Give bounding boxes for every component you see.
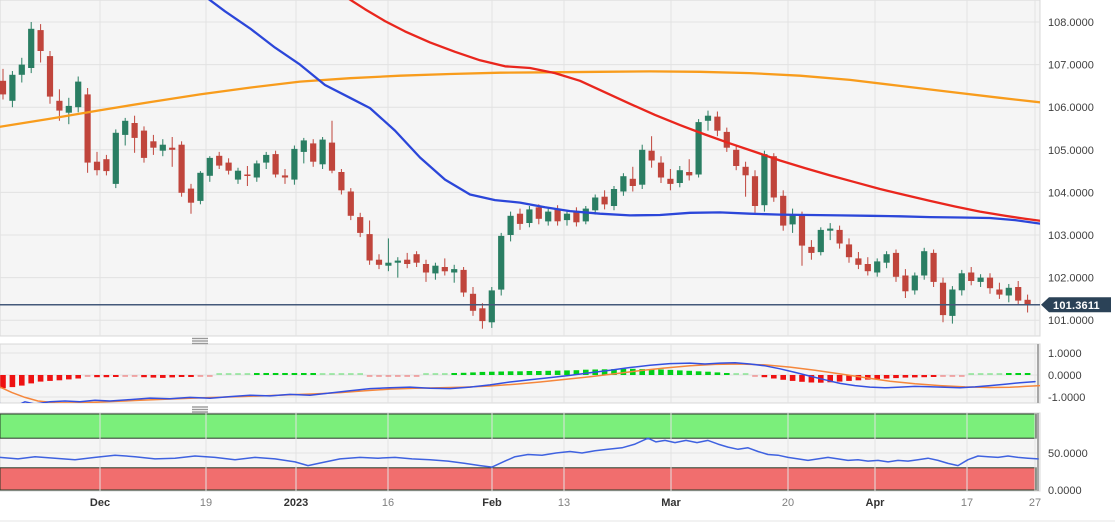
- current-price-badge: 101.3611: [1041, 297, 1111, 313]
- svg-text:27: 27: [1029, 497, 1041, 509]
- svg-text:50.0000: 50.0000: [1048, 448, 1088, 460]
- svg-text:0.0000: 0.0000: [1048, 370, 1082, 382]
- panel-resize-handle-rsi[interactable]: [192, 406, 208, 413]
- svg-text:-1.0000: -1.0000: [1048, 392, 1085, 404]
- svg-text:101.0000: 101.0000: [1048, 315, 1094, 327]
- svg-text:0.0000: 0.0000: [1048, 485, 1082, 497]
- svg-text:1.0000: 1.0000: [1048, 348, 1082, 360]
- svg-text:103.0000: 103.0000: [1048, 230, 1094, 242]
- time-axis[interactable]: Dec 19 2023 16 Feb 13 Mar 20 Apr 17 27: [90, 497, 1041, 509]
- svg-text:106.0000: 106.0000: [1048, 102, 1094, 114]
- price-axis[interactable]: 108.0000 107.0000 106.0000 105.0000 104.0000…: [1048, 17, 1094, 327]
- svg-text:2023: 2023: [284, 497, 308, 509]
- svg-text:108.0000: 108.0000: [1048, 17, 1094, 29]
- svg-text:19: 19: [200, 497, 212, 509]
- svg-text:Apr: Apr: [866, 497, 886, 509]
- svg-text:104.0000: 104.0000: [1048, 187, 1094, 199]
- macd-layer: [0, 361, 1040, 403]
- rsi-layer: [0, 437, 1039, 468]
- svg-text:105.0000: 105.0000: [1048, 145, 1094, 157]
- panel-resize-handle-macd[interactable]: [192, 337, 208, 345]
- rsi-axis: 50.0000 0.0000: [1048, 448, 1088, 497]
- candles-layer: [0, 22, 1031, 329]
- main-chart-panel[interactable]: [0, 0, 1041, 337]
- svg-text:107.0000: 107.0000: [1048, 60, 1094, 72]
- current-price-label: 101.3611: [1053, 300, 1100, 312]
- svg-text:Mar: Mar: [661, 497, 681, 509]
- svg-text:17: 17: [961, 497, 973, 509]
- svg-text:102.0000: 102.0000: [1048, 273, 1094, 285]
- moving-averages-layer: [0, 0, 1040, 225]
- svg-text:13: 13: [558, 497, 570, 509]
- svg-text:Dec: Dec: [90, 497, 110, 509]
- svg-text:20: 20: [782, 497, 794, 509]
- svg-text:Feb: Feb: [482, 497, 502, 509]
- macd-axis: 1.0000 0.0000 -1.0000: [1048, 348, 1085, 404]
- rsi-panel[interactable]: [0, 412, 1041, 492]
- svg-text:16: 16: [382, 497, 394, 509]
